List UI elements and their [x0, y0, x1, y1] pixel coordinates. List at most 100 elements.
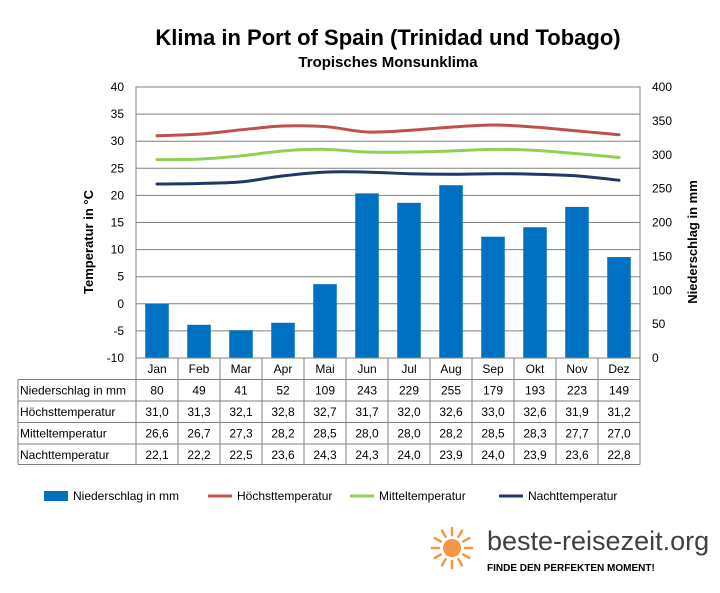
table-cell: 28,0 [397, 427, 421, 441]
table-cell: 179 [483, 384, 503, 398]
month-label: Apr [274, 362, 293, 376]
table-cell: 31,3 [187, 405, 211, 419]
right-axis-label: Niederschlag in mm [685, 180, 700, 304]
table-cell: 31,0 [145, 405, 169, 419]
legend-swatch-bar [44, 491, 68, 501]
table-cell: 24,3 [355, 448, 379, 462]
table-cell: 41 [234, 384, 248, 398]
month-label: Aug [440, 362, 461, 376]
legend-label: Niederschlag in mm [73, 489, 179, 503]
table-cell: 80 [150, 384, 164, 398]
sun-icon [430, 526, 474, 570]
table-cell: 24,0 [397, 448, 421, 462]
table-cell: 32,6 [523, 405, 547, 419]
left-tick-label: 40 [111, 80, 125, 94]
table-cell: 32,7 [313, 405, 337, 419]
table-cell: 24,0 [481, 448, 505, 462]
table-cell: 49 [192, 384, 206, 398]
table-cell: 33,0 [481, 405, 505, 419]
table-cell: 109 [315, 384, 335, 398]
gridlines [136, 113, 640, 332]
month-label: Jun [357, 362, 376, 376]
table-cell: 26,6 [145, 427, 169, 441]
table-row-name: Niederschlag in mm [20, 384, 126, 398]
sun-ray [457, 558, 464, 567]
precip-bar [187, 324, 211, 358]
table-cell: 22,1 [145, 448, 169, 462]
left-tick-label: -5 [113, 324, 124, 338]
table-cell: 31,9 [565, 405, 589, 419]
table-cell: 32,8 [271, 405, 295, 419]
month-label: Dez [608, 362, 629, 376]
month-label: Jan [147, 362, 166, 376]
right-tick-label: 0 [652, 351, 659, 365]
month-label: Jul [401, 362, 416, 376]
sun-ray [462, 536, 471, 543]
table-cell: 229 [399, 384, 419, 398]
sun-ray [440, 558, 447, 567]
left-tick-label: 30 [111, 134, 125, 148]
precip-bar [229, 330, 253, 358]
chart-subtitle: Tropisches Monsunklima [298, 54, 478, 71]
table-cell: 27,0 [607, 427, 631, 441]
sun-ray [433, 553, 442, 560]
table-row-name: Mitteltemperatur [20, 427, 107, 441]
left-tick-label: 15 [111, 216, 125, 230]
table-cell: 31,7 [355, 405, 379, 419]
table-row-name: Höchsttemperatur [20, 405, 115, 419]
right-tick-label: 50 [652, 317, 666, 331]
month-label: Okt [526, 362, 545, 376]
table-cell: 22,5 [229, 448, 253, 462]
table-row-name: Nachttemperatur [20, 448, 109, 462]
left-tick-label: 10 [111, 243, 125, 257]
month-label: Mai [315, 362, 334, 376]
month-label: Mar [231, 362, 252, 376]
table-cell: 52 [276, 384, 290, 398]
left-tick-label: 25 [111, 161, 125, 175]
legend-label: Mitteltemperatur [379, 489, 466, 503]
table-cell: 28,0 [355, 427, 379, 441]
table-cell: 32,0 [397, 405, 421, 419]
table-cell: 22,2 [187, 448, 211, 462]
table-cell: 32,1 [229, 405, 253, 419]
left-axis-ticks: 40 35 30 25 20 15 10 5 0 -5 -10 [107, 80, 125, 365]
table-cell: 243 [357, 384, 377, 398]
month-label: Nov [566, 362, 587, 376]
precip-bar [355, 193, 379, 358]
month-label: Feb [189, 362, 210, 376]
sun-ray [457, 529, 464, 538]
table-cell: 149 [609, 384, 629, 398]
legend-label: Nachttemperatur [528, 489, 617, 503]
table-cell: 28,2 [439, 427, 463, 441]
right-tick-label: 150 [652, 249, 672, 263]
site-slogan: FINDE DEN PERFEKTEN MOMENT! [487, 563, 655, 574]
table-cell: 193 [525, 384, 545, 398]
left-tick-label: 0 [117, 297, 124, 311]
table-cell: 223 [567, 384, 587, 398]
left-tick-label: 5 [117, 270, 124, 284]
table-cell: 23,9 [523, 448, 547, 462]
table-cell: 27,3 [229, 427, 253, 441]
line-höchsttemperatur [155, 123, 621, 138]
chart-title: Klima in Port of Spain (Trinidad und Tob… [155, 25, 620, 50]
right-tick-label: 100 [652, 283, 672, 297]
table-cell: 28,2 [271, 427, 295, 441]
left-tick-label: 20 [111, 188, 125, 202]
temperature-lines [155, 123, 621, 186]
table-cell: 255 [441, 384, 461, 398]
right-axis-ticks: 400 350 300 250 200 150 100 50 0 [652, 80, 672, 365]
table-cell: 26,7 [187, 427, 211, 441]
table-cell: 28,5 [481, 427, 505, 441]
table-cell: 22,8 [607, 448, 631, 462]
table-cell: 31,2 [607, 405, 631, 419]
right-tick-label: 250 [652, 182, 672, 196]
right-tick-label: 400 [652, 80, 672, 94]
data-table: Jan Feb Mar Apr Mai Jun Jul Aug Sep Okt Nov Dez Nied… [17, 358, 641, 465]
legend-label: Höchsttemperatur [237, 489, 332, 503]
sun-ray [440, 529, 447, 538]
left-tick-label: -10 [107, 351, 125, 365]
sun-core [443, 539, 461, 557]
table-cell: 28,3 [523, 427, 547, 441]
precip-bar [565, 206, 589, 358]
